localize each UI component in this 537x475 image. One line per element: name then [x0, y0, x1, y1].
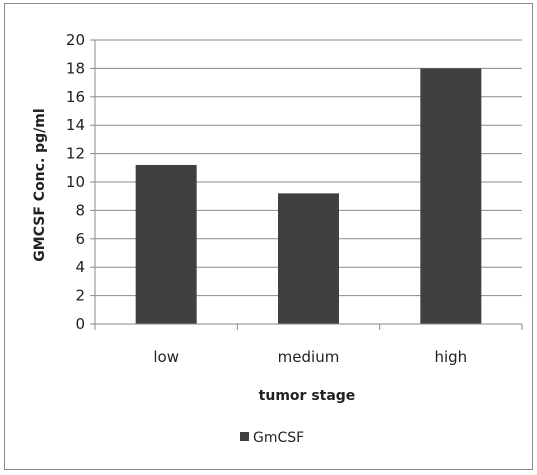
y-tick-label: 8: [75, 201, 85, 219]
x-tick-labels: low medium high: [153, 348, 467, 366]
y-tick-label: 4: [75, 258, 85, 276]
y-tick-label: 10: [66, 173, 85, 191]
x-axis-title: tumor stage: [259, 388, 356, 404]
y-tick-label: 14: [66, 116, 85, 134]
y-tick-label: 20: [66, 31, 85, 49]
bar-high: [420, 68, 482, 325]
y-tick-label: 6: [75, 230, 85, 248]
legend-swatch: [240, 432, 249, 441]
y-tick-label: 2: [75, 287, 85, 305]
bar-medium: [278, 193, 339, 324]
y-tick-label: 12: [66, 145, 85, 163]
x-tick-label: medium: [278, 348, 340, 366]
y-tick-label: 18: [66, 59, 85, 77]
x-tick-label: high: [434, 348, 467, 366]
y-axis-title: GMCSF Conc. pg/ml: [32, 108, 48, 261]
bar-low: [135, 164, 197, 324]
y-tick-labels: 0 2 4 6 8 10 12 14 16 18 20: [66, 31, 85, 333]
y-tick-label: 0: [75, 315, 85, 333]
axes: [90, 39, 523, 330]
x-tick-label: low: [153, 348, 179, 366]
legend-label: GmCSF: [253, 430, 304, 446]
y-tick-label: 16: [66, 88, 85, 106]
bars: [135, 68, 482, 325]
